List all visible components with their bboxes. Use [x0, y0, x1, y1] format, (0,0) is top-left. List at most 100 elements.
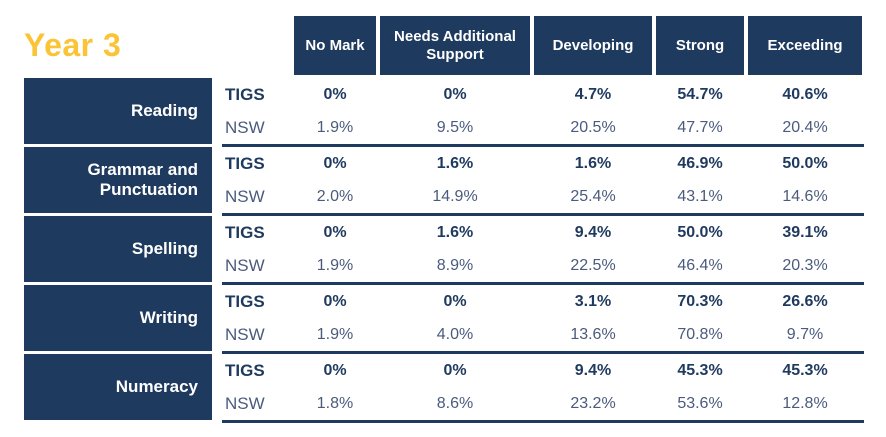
subject-label: Writing	[24, 285, 212, 351]
subject-label-text: Reading	[130, 100, 198, 120]
subject-group: Grammar and Punctuation TIGS 0% 1.6% 1.6…	[0, 147, 886, 216]
column-header-developing: Developing	[534, 16, 652, 75]
subject-label: Reading	[24, 78, 212, 144]
value-cell: 45.3%	[677, 361, 723, 379]
page-title: Year 3	[24, 27, 122, 63]
nsw-row-header: NSW	[225, 117, 265, 137]
value-cell: 2.0%	[316, 187, 354, 205]
group-values: TIGS 0% 0% 3.1% 70.3% 26.6% NSW 1.9% 4.0…	[222, 285, 864, 351]
tigs-row-header: TIGS	[225, 84, 265, 104]
group-values: TIGS 0% 0% 9.4% 45.3% 45.3% NSW 1.8% 8.6…	[222, 354, 864, 420]
value-cell: 0%	[443, 85, 467, 103]
value-cell: 1.8%	[316, 394, 354, 412]
label-gap	[212, 354, 222, 420]
value-cell: 53.6%	[677, 394, 723, 412]
value-cell: 50.0%	[677, 223, 723, 241]
value-cell: 45.3%	[782, 361, 828, 379]
nsw-row-header: NSW	[225, 324, 265, 344]
value-cell: 47.7%	[677, 118, 723, 136]
nsw-row-header: NSW	[225, 255, 265, 275]
column-header-needs-additional-support: Needs Additional Support	[380, 16, 530, 75]
value-cell: 4.0%	[436, 325, 474, 343]
column-header-slot: Strong	[654, 16, 746, 75]
group-values: TIGS 0% 1.6% 1.6% 46.9% 50.0% NSW 2.0% 1…	[222, 147, 864, 213]
value-cell: 43.1%	[677, 187, 723, 205]
results-table: Reading TIGS 0% 0% 4.7% 54.7% 40.6% NSW …	[0, 78, 886, 423]
value-cell: 26.6%	[782, 292, 828, 310]
value-cell: 13.6%	[570, 325, 616, 343]
label-gap	[212, 216, 222, 282]
tigs-row: TIGS 0% 0% 9.4% 45.3% 45.3%	[222, 354, 864, 387]
value-cell: 8.9%	[436, 256, 474, 274]
group-values: TIGS 0% 1.6% 9.4% 50.0% 39.1% NSW 1.9% 8…	[222, 216, 864, 282]
column-header-slot: Developing	[532, 16, 654, 75]
value-cell: 0%	[323, 292, 347, 310]
group-separator	[222, 213, 864, 216]
column-header-exceeding: Exceeding	[748, 16, 862, 75]
subject-group: Reading TIGS 0% 0% 4.7% 54.7% 40.6% NSW …	[0, 78, 886, 147]
value-cell: 0%	[443, 292, 467, 310]
value-cell: 70.3%	[677, 292, 723, 310]
subject-label-text: Numeracy	[115, 376, 198, 396]
group-separator	[222, 420, 864, 423]
value-cell: 20.5%	[570, 118, 616, 136]
tigs-row-header: TIGS	[225, 222, 265, 242]
nsw-row-header: NSW	[225, 393, 265, 413]
column-header-slot: Needs Additional Support	[378, 16, 532, 75]
group-separator	[222, 144, 864, 147]
subject-label: Spelling	[24, 216, 212, 282]
value-cell: 1.6%	[436, 223, 474, 241]
subject-label-text: Grammar and Punctuation	[87, 159, 198, 199]
value-cell: 54.7%	[677, 85, 723, 103]
subject-label: Grammar and Punctuation	[24, 147, 212, 213]
value-cell: 0%	[443, 361, 467, 379]
tigs-row: TIGS 0% 1.6% 9.4% 50.0% 39.1%	[222, 216, 864, 249]
value-cell: 9.5%	[436, 118, 474, 136]
subject-label-text: Writing	[139, 307, 198, 327]
tigs-row-header: TIGS	[225, 360, 265, 380]
value-cell: 20.3%	[782, 256, 828, 274]
value-cell: 1.9%	[316, 118, 354, 136]
value-cell: 20.4%	[782, 118, 828, 136]
value-cell: 9.7%	[786, 325, 824, 343]
value-cell: 0%	[323, 223, 347, 241]
label-gap	[212, 78, 222, 144]
value-cell: 3.1%	[574, 292, 612, 310]
value-cell: 22.5%	[570, 256, 616, 274]
value-cell: 14.9%	[432, 187, 478, 205]
value-cell: 12.8%	[782, 394, 828, 412]
value-cell: 8.6%	[436, 394, 474, 412]
subject-group: Spelling TIGS 0% 1.6% 9.4% 50.0% 39.1% N…	[0, 216, 886, 285]
table-header-row: Year 3 No Mark Needs Additional Support …	[0, 16, 886, 75]
value-cell: 70.8%	[677, 325, 723, 343]
value-cell: 40.6%	[782, 85, 828, 103]
tigs-row-header: TIGS	[225, 153, 265, 173]
value-cell: 0%	[323, 154, 347, 172]
subject-group: Writing TIGS 0% 0% 3.1% 70.3% 26.6% NSW …	[0, 285, 886, 354]
tigs-row: TIGS 0% 1.6% 1.6% 46.9% 50.0%	[222, 147, 864, 180]
tigs-row: TIGS 0% 0% 4.7% 54.7% 40.6%	[222, 78, 864, 111]
value-cell: 46.4%	[677, 256, 723, 274]
nsw-row: NSW 1.9% 8.9% 22.5% 46.4% 20.3%	[222, 249, 864, 282]
value-cell: 1.9%	[316, 325, 354, 343]
column-header-no-mark: No Mark	[294, 16, 376, 75]
value-cell: 50.0%	[782, 154, 828, 172]
value-cell: 46.9%	[677, 154, 723, 172]
value-cell: 4.7%	[574, 85, 612, 103]
value-cell: 0%	[323, 85, 347, 103]
label-gap	[212, 285, 222, 351]
group-separator	[222, 282, 864, 285]
value-cell: 0%	[323, 361, 347, 379]
tigs-row-header: TIGS	[225, 291, 265, 311]
column-header-slot: Exceeding	[746, 16, 864, 75]
label-gap	[212, 147, 222, 213]
value-cell: 39.1%	[782, 223, 828, 241]
nsw-row: NSW 2.0% 14.9% 25.4% 43.1% 14.6%	[222, 180, 864, 213]
value-cell: 1.6%	[574, 154, 612, 172]
value-cell: 23.2%	[570, 394, 616, 412]
subject-label: Numeracy	[24, 354, 212, 420]
value-cell: 1.6%	[436, 154, 474, 172]
group-values: TIGS 0% 0% 4.7% 54.7% 40.6% NSW 1.9% 9.5…	[222, 78, 864, 144]
nsw-row-header: NSW	[225, 186, 265, 206]
